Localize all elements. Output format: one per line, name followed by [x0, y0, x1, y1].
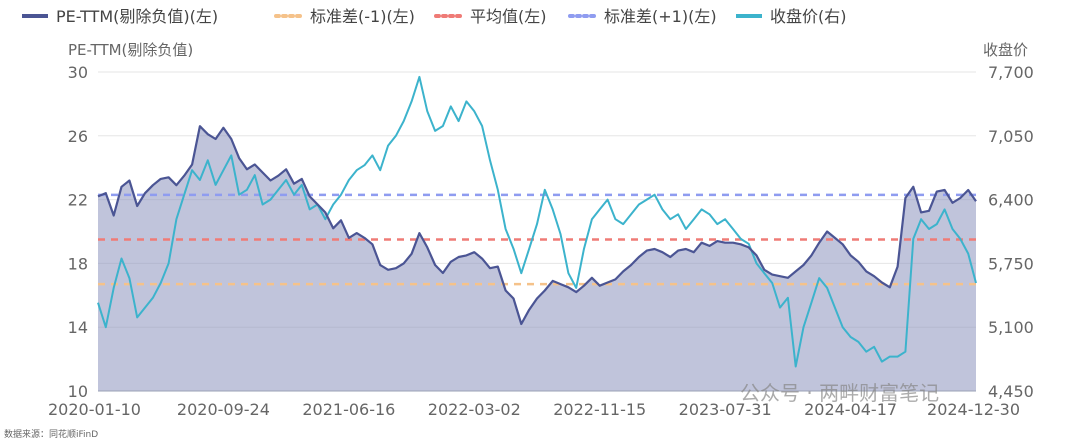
x-tick: 2022-11-15 — [553, 400, 646, 419]
legend-label: PE-TTM(剔除负值)(左) — [56, 7, 218, 26]
y-right-tick: 7,050 — [988, 127, 1034, 146]
source-note: 数据来源：同花顺iFinD — [4, 428, 98, 440]
x-tick: 2021-06-16 — [302, 400, 395, 419]
reference-lines — [98, 193, 976, 286]
y-left-tick: 14 — [68, 318, 88, 337]
x-tick: 2020-01-10 — [48, 400, 141, 419]
legend-item-sd_minus[interactable]: 标准差(-1)(左) — [274, 7, 415, 26]
y-right-tick: 5,750 — [988, 254, 1034, 273]
x-tick: 2024-12-30 — [927, 400, 1020, 419]
y-right-tick: 7,700 — [988, 63, 1034, 82]
legend-item-close[interactable]: 收盘价(右) — [736, 7, 847, 26]
legend[interactable]: PE-TTM(剔除负值)(左) 标准差(-1)(左) 平均值(左) 标准差(+1)(左… — [22, 7, 847, 26]
right-axis-title: 收盘价 — [983, 41, 1028, 59]
x-tick: 2020-09-24 — [177, 400, 270, 419]
close-price-line — [97, 75, 977, 368]
x-tick: 2024-04-17 — [804, 400, 897, 419]
x-tick: 2022-03-02 — [428, 400, 521, 419]
legend-label: 平均值(左) — [470, 7, 547, 26]
y-left-tick: 30 — [68, 63, 88, 82]
y-left-tick: 10 — [68, 382, 88, 401]
legend-label: 标准差(-1)(左) — [310, 7, 415, 26]
x-tick: 2023-07-31 — [679, 400, 772, 419]
y-right-tick: 4,450 — [988, 382, 1034, 401]
y-right-tick: 6,400 — [988, 191, 1034, 210]
y-right-tick: 5,100 — [988, 318, 1034, 337]
left-axis-title: PE-TTM(剔除负值) — [68, 41, 193, 59]
legend-label: 标准差(+1)(左) — [604, 7, 717, 26]
y-left-tick: 22 — [68, 191, 88, 210]
y-left-tick: 18 — [68, 254, 88, 273]
legend-item-mean[interactable]: 平均值(左) — [434, 7, 547, 26]
legend-item-pe[interactable]: PE-TTM(剔除负值)(左) — [22, 7, 218, 26]
right-axis-ticks: 4,450 5,100 5,750 6,400 7,050 7,700 — [988, 63, 1034, 401]
pe-area-fill — [98, 126, 976, 391]
watermark: 公众号 · 两畔财富笔记 — [740, 381, 939, 405]
left-axis-ticks: 10 14 18 22 26 30 — [68, 63, 88, 401]
legend-label: 收盘价(右) — [770, 7, 847, 26]
x-axis-ticks: 2020-01-10 2020-09-24 2021-06-16 2022-03-02… — [48, 400, 1020, 419]
legend-item-sd_plus[interactable]: 标准差(+1)(左) — [568, 7, 717, 26]
pe-ttm-line — [97, 125, 977, 326]
y-left-tick: 26 — [68, 127, 88, 146]
